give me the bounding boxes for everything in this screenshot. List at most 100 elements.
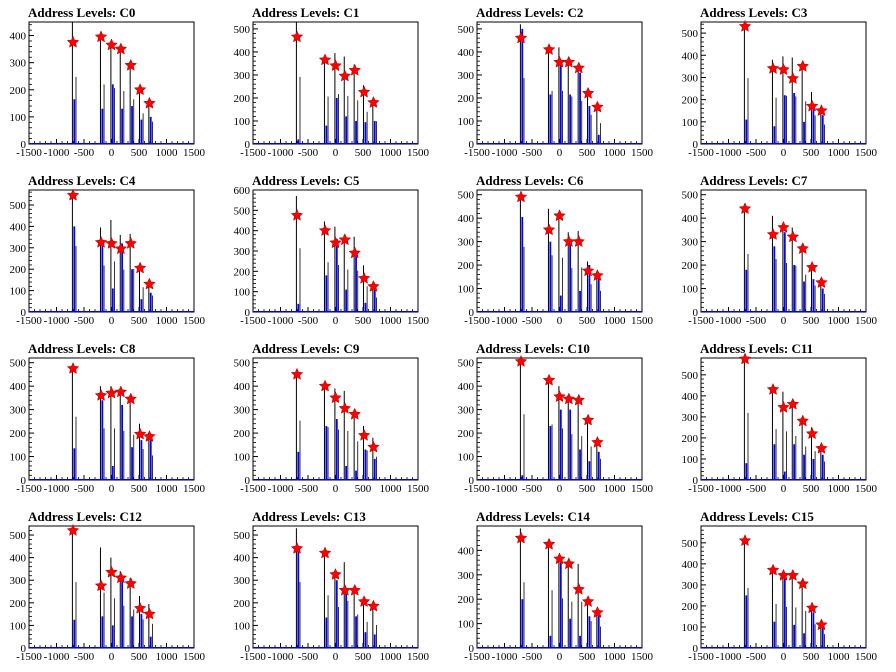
- peak-star-marker: [348, 63, 362, 76]
- x-tick-label: -1000: [492, 483, 518, 495]
- y-tick-label: 400: [10, 381, 27, 393]
- x-tick-label: -1000: [492, 315, 518, 327]
- blue-histogram-bar: [812, 458, 815, 480]
- blue-histogram-bar: [345, 289, 348, 312]
- blue-histogram-bar: [140, 614, 143, 648]
- blue-histogram-bar: [355, 255, 357, 312]
- y-tick-label: 400: [682, 559, 699, 571]
- blue-histogram-bar: [579, 635, 581, 648]
- blue-histogram-bar: [569, 243, 572, 312]
- blue-histogram-bar: [521, 216, 524, 312]
- blue-histogram-bar: [803, 121, 805, 144]
- y-tick-label: 500: [10, 200, 27, 212]
- blue-histogram-bar: [111, 465, 114, 480]
- x-tick-label: -1000: [492, 651, 518, 663]
- peak-star-marker: [542, 537, 556, 550]
- x-tick-label: 1000: [604, 651, 627, 663]
- peak-star-marker: [591, 435, 604, 448]
- blue-histogram-bar: [773, 621, 776, 648]
- y-tick-label: 0: [245, 139, 251, 151]
- y-tick-label: 200: [10, 264, 27, 276]
- x-tick-label: -500: [298, 315, 319, 327]
- y-tick-label: 100: [682, 454, 699, 466]
- blue-histogram-bar: [597, 134, 600, 144]
- blue-histogram-bar: [588, 265, 591, 312]
- x-tick-label: -1500: [16, 483, 42, 495]
- blue-histogram-bar: [73, 226, 76, 312]
- chart-title: Address Levels: C15: [700, 509, 814, 524]
- y-tick-label: 100: [10, 286, 27, 298]
- histogram-panel: Address Levels: C11 0 100 200 300 400 500 -1500…: [672, 336, 896, 504]
- y-tick-label: 100: [234, 116, 251, 128]
- blue-histogram-bar: [579, 72, 581, 144]
- peak-star-marker: [581, 594, 595, 608]
- blue-histogram-bar: [297, 139, 300, 144]
- peak-star-marker: [124, 58, 138, 71]
- x-tick-label: -1500: [16, 315, 42, 327]
- x-tick-label: 0: [557, 315, 563, 327]
- blue-histogram-bar: [355, 470, 357, 480]
- y-tick-label: 300: [458, 237, 475, 249]
- blue-histogram-bar: [149, 440, 152, 480]
- blue-histogram-bar: [345, 116, 348, 144]
- peak-star-marker: [542, 373, 556, 386]
- x-tick-label: -500: [74, 315, 95, 327]
- blue-histogram-bar: [549, 426, 552, 480]
- x-tick-label: -1500: [16, 651, 42, 663]
- peak-star-marker: [143, 277, 156, 290]
- y-tick-label: 200: [10, 428, 27, 440]
- chart-title: Address Levels: C3: [700, 5, 808, 20]
- x-tick-label: 1000: [380, 315, 403, 327]
- x-tick-label: -500: [298, 651, 319, 663]
- y-tick-label: 200: [682, 433, 699, 445]
- blue-histogram-bar: [549, 241, 552, 312]
- x-tick-label: 1000: [156, 651, 179, 663]
- plot-frame: [700, 357, 867, 481]
- blue-histogram-bar: [335, 580, 338, 648]
- x-tick-label: 0: [333, 315, 339, 327]
- blue-histogram-bar: [821, 454, 824, 480]
- blue-histogram-bar: [373, 289, 376, 312]
- x-tick-label: 1500: [183, 651, 206, 663]
- plot-svg: 0 100 200 300 400 500 -1500 -1000 -500 0 500 1000 15…: [10, 523, 206, 663]
- blue-histogram-bar: [803, 454, 805, 480]
- blue-histogram-bar: [101, 108, 104, 144]
- x-tick-label: -1000: [716, 651, 742, 663]
- peak-star-marker: [562, 392, 576, 405]
- peak-star-marker: [338, 69, 352, 82]
- blue-histogram-bar: [73, 448, 76, 480]
- x-tick-label: 0: [109, 651, 115, 663]
- y-tick-label: 300: [234, 246, 251, 258]
- x-tick-label: 1500: [183, 483, 206, 495]
- x-tick-label: 0: [333, 483, 339, 495]
- y-tick-label: 300: [234, 405, 251, 417]
- blue-histogram-bar: [793, 624, 796, 648]
- x-tick-label: 500: [131, 147, 148, 159]
- blue-histogram-bar: [783, 232, 786, 312]
- blue-histogram-bar: [297, 451, 300, 480]
- x-tick-label: 1000: [828, 651, 851, 663]
- blue-histogram-bar: [821, 115, 824, 144]
- x-tick-label: -500: [746, 483, 767, 495]
- y-tick-label: 200: [682, 601, 699, 613]
- histogram-panel: Address Levels: C0 0 100 200 300 400 -1500 -100…: [0, 0, 224, 168]
- blue-histogram-bar: [373, 458, 376, 480]
- plot-svg: 0 100 200 300 400 500 -1500 -1000 -500 0 500 1000 15…: [458, 354, 654, 495]
- x-tick-label: -1000: [44, 147, 70, 159]
- plot-frame: [476, 21, 643, 145]
- y-tick-label: 500: [682, 190, 699, 202]
- peak-star-marker: [338, 401, 352, 414]
- y-tick-label: 500: [234, 530, 251, 542]
- blue-histogram-bar: [745, 595, 748, 648]
- y-tick-label: 0: [469, 307, 475, 319]
- x-tick-label: 0: [781, 483, 787, 495]
- y-tick-label: 100: [682, 622, 699, 634]
- blue-histogram-bar: [131, 616, 133, 648]
- plot-frame: [700, 21, 867, 145]
- histogram-panel: Address Levels: C12 0 100 200 300 400 500 -1500…: [0, 504, 224, 672]
- y-tick-label: 200: [234, 266, 251, 278]
- y-tick-label: 300: [682, 72, 699, 84]
- peak-star-marker: [66, 35, 80, 48]
- x-tick-label: -1000: [268, 315, 294, 327]
- chart-title: Address Levels: C12: [28, 509, 142, 524]
